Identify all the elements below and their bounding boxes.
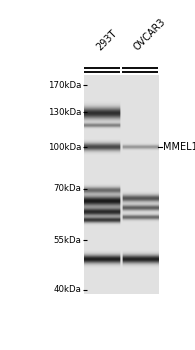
- Text: 130kDa: 130kDa: [48, 107, 81, 117]
- Bar: [84, 71, 120, 73]
- Text: 170kDa: 170kDa: [48, 80, 81, 90]
- Text: 293T: 293T: [94, 28, 119, 53]
- Bar: [84, 67, 120, 69]
- Text: 100kDa: 100kDa: [48, 142, 81, 152]
- Text: 55kDa: 55kDa: [53, 236, 81, 245]
- Text: 70kDa: 70kDa: [53, 184, 81, 194]
- Bar: [122, 71, 158, 73]
- Text: MMEL1: MMEL1: [163, 142, 195, 152]
- Text: OVCAR3: OVCAR3: [132, 17, 168, 53]
- Bar: [122, 67, 158, 69]
- Text: 40kDa: 40kDa: [53, 286, 81, 294]
